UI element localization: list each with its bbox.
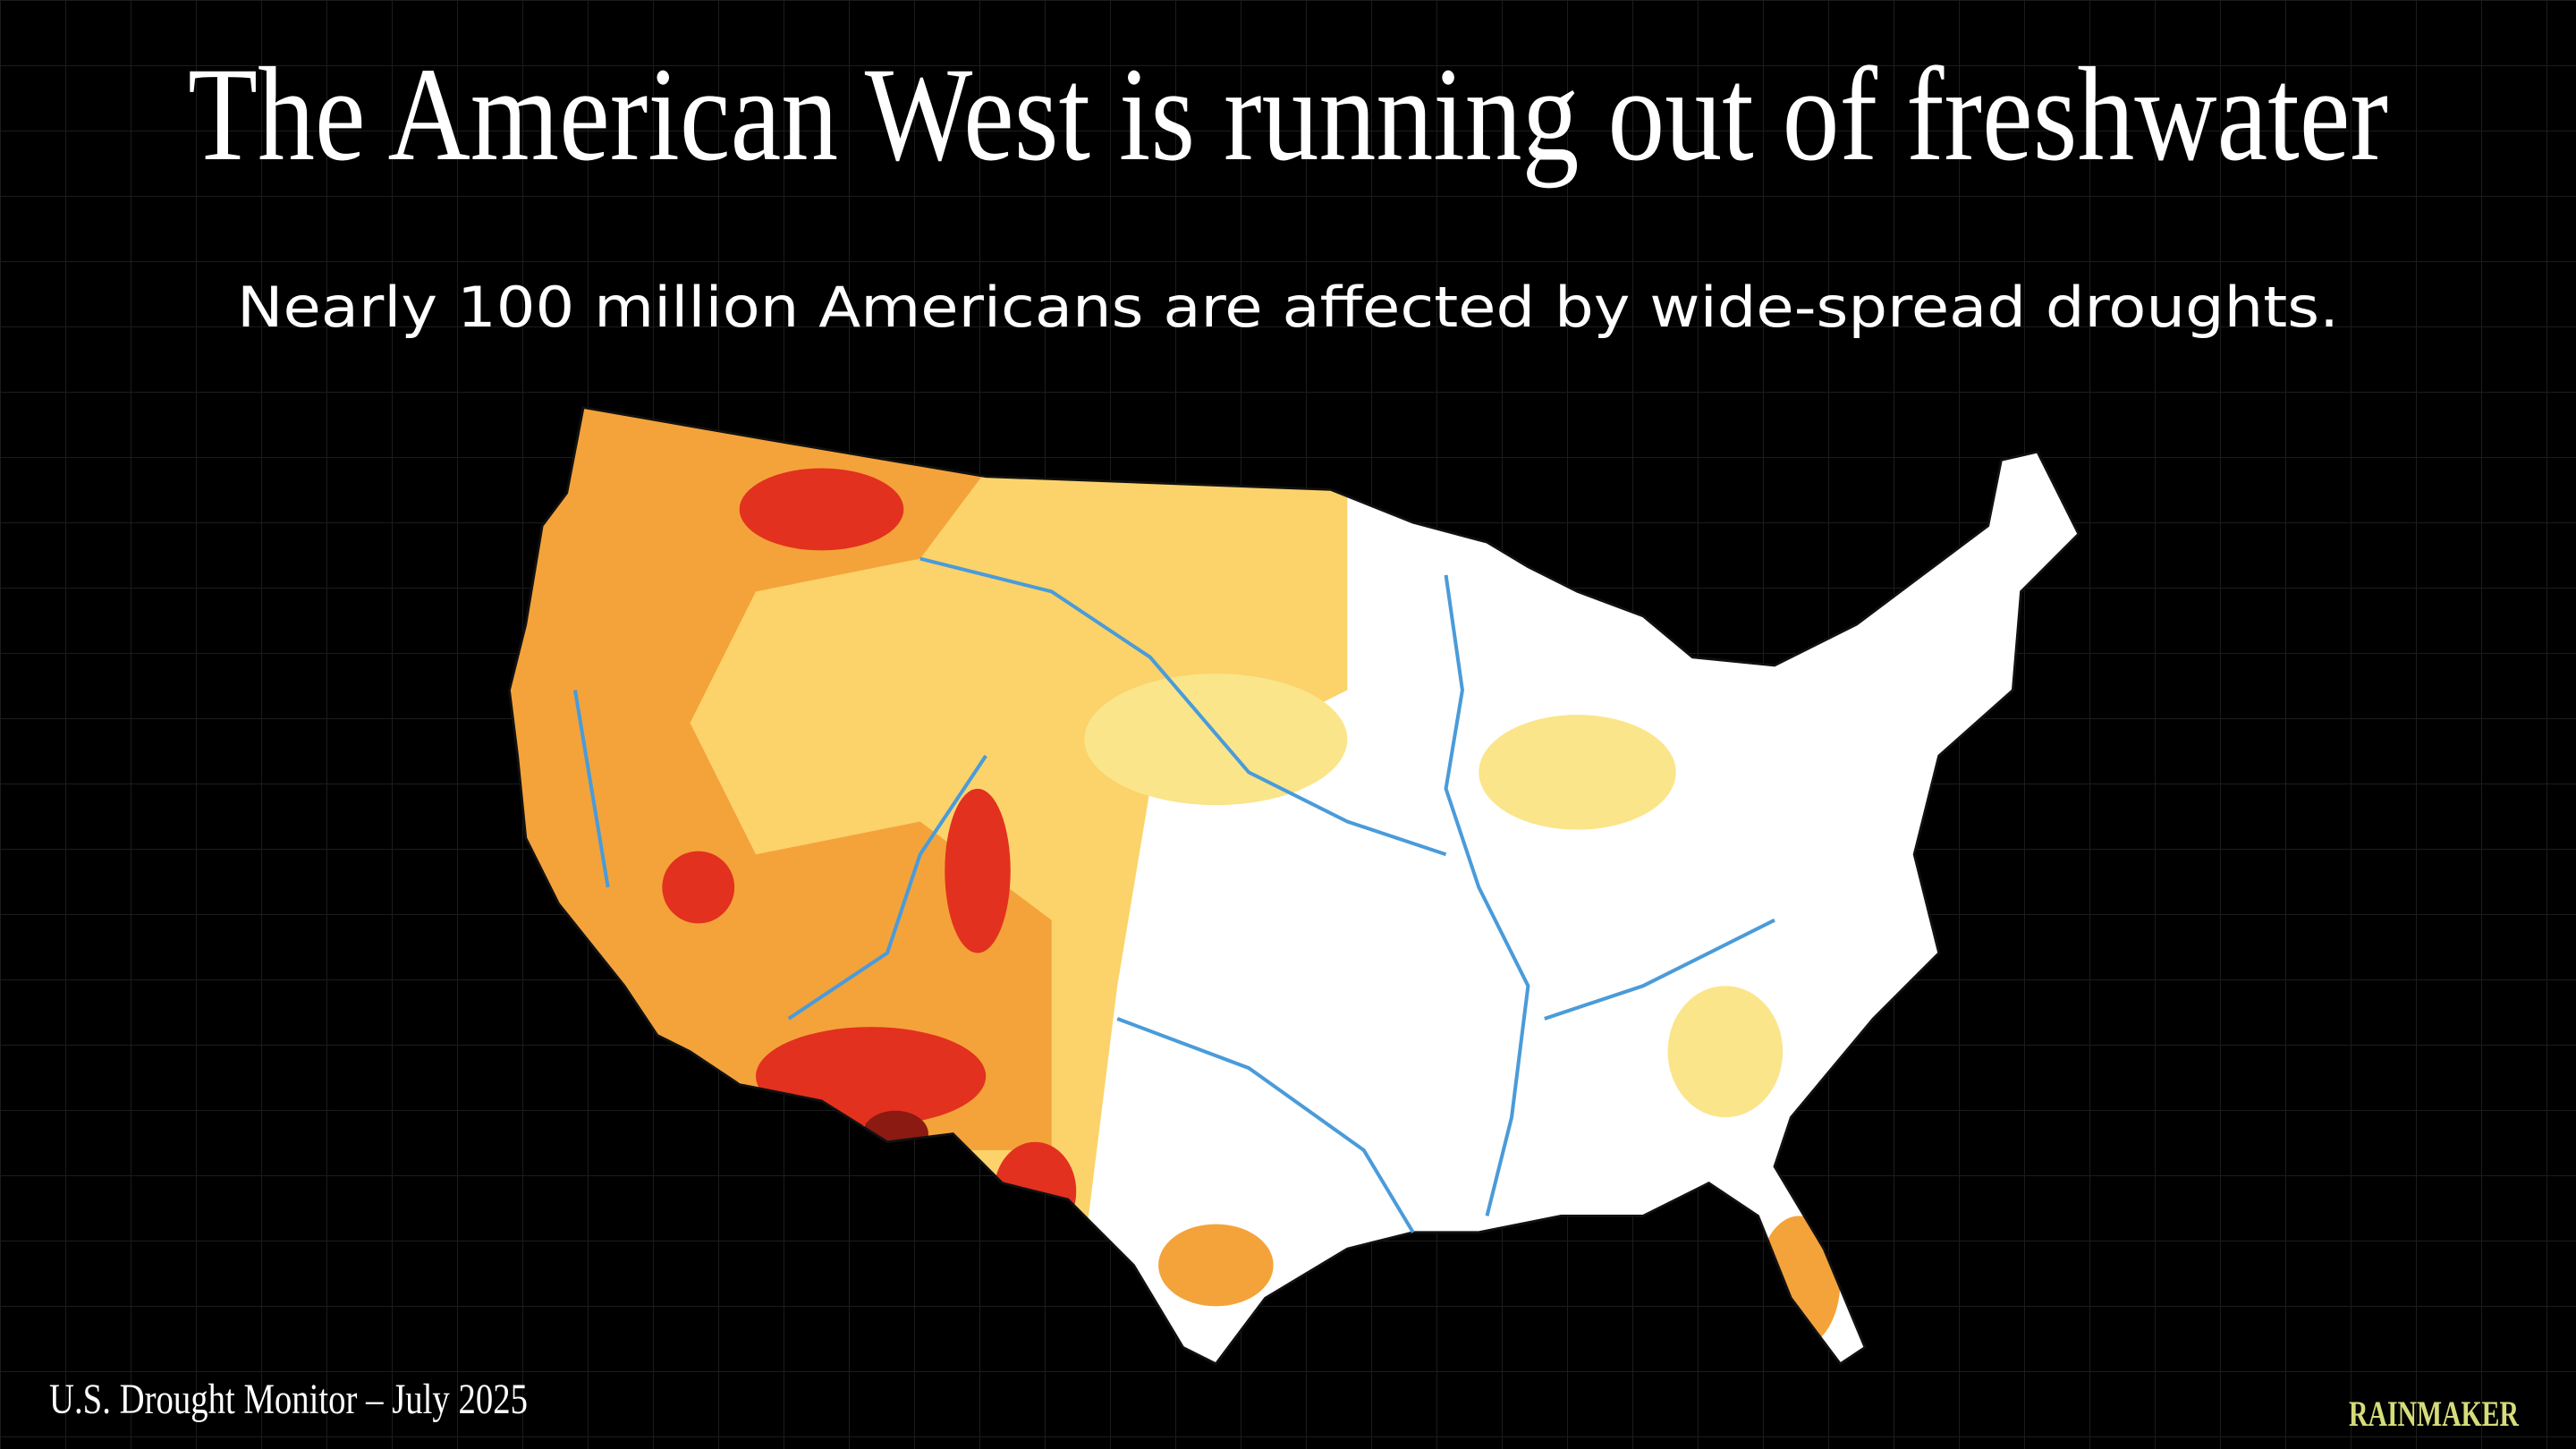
severe-drought xyxy=(509,407,1052,1150)
rivers xyxy=(572,556,1775,1233)
abnormally-dry xyxy=(1084,674,1348,806)
severe-drought xyxy=(1158,1224,1274,1307)
river xyxy=(1116,1017,1415,1233)
abnormally-dry xyxy=(1667,986,1784,1118)
title: The American West is running out of fres… xyxy=(188,40,2388,189)
river xyxy=(919,556,1447,857)
river xyxy=(787,754,987,1021)
river xyxy=(572,690,610,888)
extreme-drought xyxy=(739,468,904,551)
river xyxy=(1544,918,1775,1021)
extreme-drought xyxy=(945,788,1011,953)
subtitle: Nearly 100 million Americans are affecte… xyxy=(237,275,2339,340)
river xyxy=(1444,574,1530,1216)
brand: RAINMAKER xyxy=(2349,1394,2520,1434)
abnormally-dry xyxy=(1479,715,1676,830)
source: U.S. Drought Monitor – July 2025 xyxy=(49,1376,528,1423)
extreme-drought xyxy=(662,851,735,924)
